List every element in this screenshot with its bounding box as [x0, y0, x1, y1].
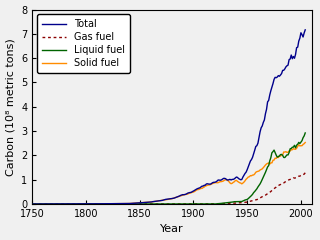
- Solid fuel: [303, 141, 307, 144]
- Y-axis label: Carbon (10⁸ metric tons): Carbon (10⁸ metric tons): [5, 38, 16, 176]
- Gas fuel: [134, 203, 138, 205]
- Total: [144, 201, 148, 204]
- Solid fuel: [170, 197, 174, 200]
- Total: [170, 197, 174, 200]
- Gas fuel: [126, 203, 130, 205]
- Gas fuel: [31, 203, 35, 205]
- Solid fuel: [126, 202, 130, 205]
- Liquid fuel: [144, 203, 148, 205]
- Gas fuel: [101, 203, 105, 205]
- Legend: Total, Gas fuel, Liquid fuel, Solid fuel: Total, Gas fuel, Liquid fuel, Solid fuel: [37, 14, 130, 73]
- Gas fuel: [214, 202, 218, 205]
- Liquid fuel: [126, 203, 130, 205]
- Line: Total: Total: [33, 30, 305, 204]
- Line: Liquid fuel: Liquid fuel: [33, 133, 305, 204]
- Solid fuel: [31, 203, 35, 205]
- Liquid fuel: [303, 132, 307, 134]
- Total: [101, 202, 105, 205]
- Liquid fuel: [134, 203, 138, 205]
- Total: [31, 203, 35, 205]
- Gas fuel: [170, 203, 174, 205]
- Liquid fuel: [170, 203, 174, 205]
- Line: Gas fuel: Gas fuel: [33, 173, 305, 204]
- Gas fuel: [144, 203, 148, 205]
- Total: [214, 180, 218, 183]
- X-axis label: Year: Year: [160, 224, 184, 234]
- Liquid fuel: [214, 203, 218, 205]
- Liquid fuel: [101, 203, 105, 205]
- Solid fuel: [214, 181, 218, 184]
- Solid fuel: [101, 202, 105, 205]
- Line: Solid fuel: Solid fuel: [33, 143, 305, 204]
- Liquid fuel: [31, 203, 35, 205]
- Total: [126, 202, 130, 205]
- Total: [303, 28, 307, 31]
- Solid fuel: [134, 202, 138, 204]
- Solid fuel: [144, 201, 148, 204]
- Gas fuel: [303, 171, 307, 174]
- Total: [134, 202, 138, 204]
